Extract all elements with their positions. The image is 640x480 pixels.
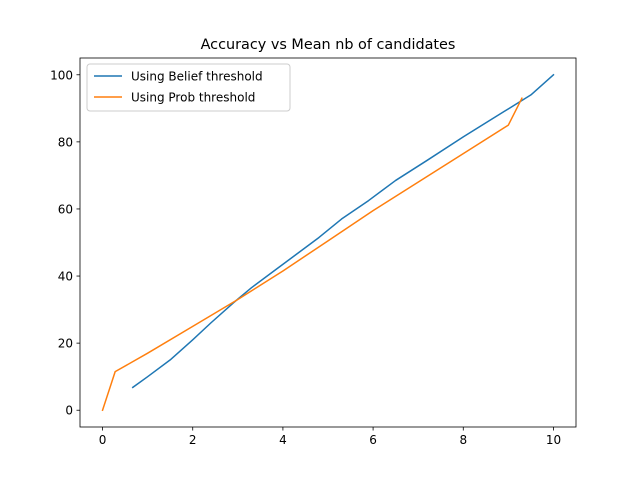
y-tick-label: 100 <box>50 68 73 82</box>
x-tick-label: 6 <box>369 433 377 447</box>
x-tick-label: 2 <box>189 433 197 447</box>
legend-label-1: Using Belief threshold <box>131 70 263 84</box>
y-tick-label: 60 <box>58 202 73 216</box>
plot-frame <box>79 57 577 428</box>
y-tick-label: 40 <box>58 270 73 284</box>
x-tick-label: 0 <box>99 433 107 447</box>
y-tick-label: 20 <box>58 337 73 351</box>
series-line-1 <box>131 73 555 389</box>
x-axis: 0 2 4 6 8 10 <box>99 427 561 447</box>
plot-area <box>79 57 577 428</box>
legend-box <box>86 63 291 112</box>
chart-title: Accuracy vs Mean nb of candidates <box>201 37 456 53</box>
legend-label-2: Using Prob threshold <box>131 91 255 105</box>
y-tick-label: 0 <box>65 404 73 418</box>
series-group <box>101 73 555 412</box>
x-tick-label: 10 <box>546 433 561 447</box>
y-tick-label: 80 <box>58 135 73 149</box>
series-line-2 <box>101 97 523 412</box>
x-tick-label: 8 <box>459 433 467 447</box>
legend: Using Belief threshold Using Prob thresho… <box>86 63 291 112</box>
y-axis: 0 20 40 60 80 100 <box>50 68 80 418</box>
x-tick-label: 4 <box>279 433 287 447</box>
